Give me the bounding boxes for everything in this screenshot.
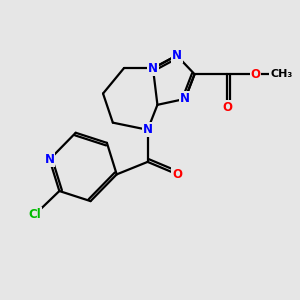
Text: N: N [44,153,55,166]
Text: N: N [142,123,153,136]
Text: O: O [172,168,182,181]
Text: Cl: Cl [28,208,41,221]
Text: N: N [172,49,182,62]
Text: N: N [180,92,190,105]
Text: CH₃: CH₃ [270,69,292,79]
Text: O: O [222,101,232,114]
Text: N: N [148,62,158,75]
Text: O: O [250,68,260,81]
